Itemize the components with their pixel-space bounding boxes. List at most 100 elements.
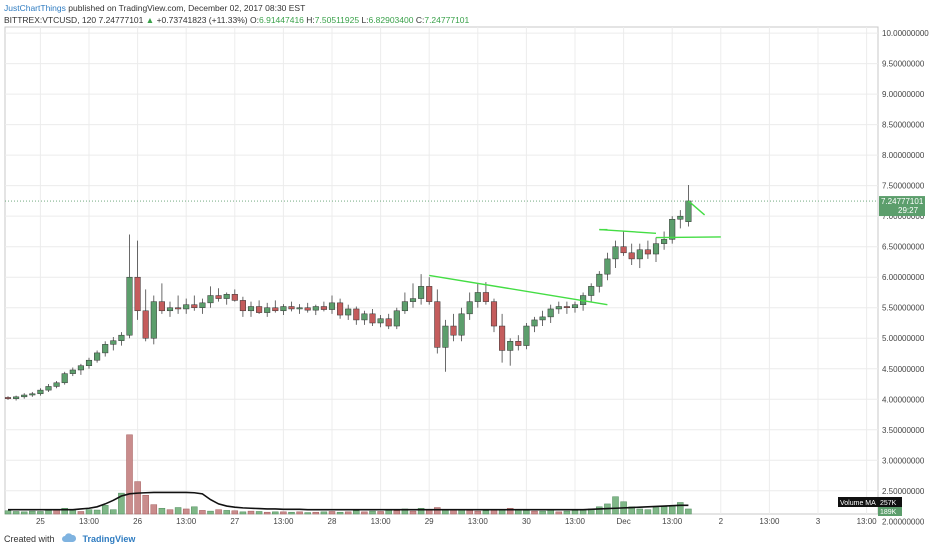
candle-body [4, 397, 12, 399]
volume-bar [45, 510, 52, 515]
candle-body [474, 292, 481, 302]
volume-bar [668, 505, 676, 515]
volume-bar [231, 510, 239, 515]
y-tick-label: 3.00000000 [882, 456, 925, 465]
volume-bar [685, 508, 692, 515]
trendline [655, 236, 721, 239]
created-with-label: Created with [4, 534, 55, 544]
tradingview-brand[interactable]: TradingView [82, 534, 136, 544]
candle-body [507, 341, 514, 351]
volume-bar [288, 511, 295, 515]
candle-body [126, 276, 133, 336]
volume-bar [207, 510, 214, 515]
volume-bar [118, 492, 125, 515]
candle-body [523, 325, 530, 346]
x-tick-label: 13:00 [273, 517, 294, 526]
y-tick-label: 10.00000000 [882, 29, 929, 38]
volume-bar [652, 507, 660, 515]
candle-body [482, 292, 489, 302]
candle-body [458, 313, 465, 336]
volume-bar [134, 481, 141, 515]
candle-body [175, 307, 182, 310]
candle-body [353, 308, 360, 321]
volume-bar [393, 510, 401, 515]
x-tick-label: 30 [522, 517, 531, 526]
volume-bar [263, 511, 271, 515]
candle-body [102, 344, 109, 354]
x-tick-label: 13:00 [468, 517, 489, 526]
candle-body [442, 325, 449, 348]
change-value: +0.73741823 (+11.33%) [156, 15, 248, 25]
y-tick-label: 7.00000000 [882, 212, 925, 221]
y-tick-label: 8.50000000 [882, 121, 925, 130]
volume-bar [158, 507, 166, 515]
volume-bar [280, 511, 287, 515]
volume-ma-line [8, 491, 689, 511]
volume-bar [523, 510, 530, 515]
cloud-logo-icon [61, 533, 77, 545]
y-tick-label: 9.50000000 [882, 60, 925, 69]
candle-body [620, 246, 627, 254]
author-link[interactable]: JustChartThings [4, 3, 66, 13]
volume-value-badge [878, 507, 902, 516]
volume-bar [612, 496, 619, 515]
volume-bar [660, 506, 668, 515]
volume-bar [320, 511, 328, 515]
candle-body [547, 308, 554, 318]
candle-body [191, 304, 198, 308]
candle-body [142, 310, 149, 339]
x-tick-label: Dec [616, 517, 630, 526]
open-label: O: [250, 15, 259, 25]
countdown-label: 29:27 [898, 206, 919, 215]
candle-body [499, 325, 506, 351]
volume-bar [409, 510, 417, 515]
volume-bar [215, 509, 222, 515]
low-value: 6.82903400 [368, 15, 414, 25]
volume-bar [328, 511, 336, 515]
x-tick-label: 13:00 [662, 517, 683, 526]
volume-bar [490, 509, 498, 515]
volume-bar [77, 511, 85, 515]
volume-ma-badge [838, 497, 878, 507]
volume-bar [385, 510, 392, 515]
symbol-label: BITTREX:VTCUSD, 120 [4, 15, 97, 25]
volume-bar [417, 507, 425, 515]
candle-body [571, 304, 579, 308]
volume-bar [336, 511, 344, 515]
candle-body [29, 393, 36, 396]
x-tick-label: 13:00 [371, 517, 392, 526]
candle-body [296, 307, 303, 310]
volume-bar [191, 506, 198, 515]
volume-bar [37, 511, 44, 515]
volume-bar [644, 509, 652, 515]
candle-body [644, 249, 651, 255]
candle-body [337, 302, 344, 316]
volume-bar [29, 510, 36, 515]
volume-bar [12, 511, 20, 515]
volume-bar [555, 511, 563, 515]
volume-bar [239, 511, 247, 515]
last-price-label: 7.24777101 [881, 197, 924, 206]
candle-body [110, 340, 117, 345]
volume-bar [571, 510, 579, 515]
x-tick-label: 27 [230, 517, 239, 526]
candle-body [490, 301, 498, 327]
candle-body [385, 318, 392, 327]
x-tick-label: 29 [425, 517, 434, 526]
candle-body [409, 298, 417, 302]
volume-bar [677, 502, 684, 515]
y-tick-label: 5.00000000 [882, 334, 925, 343]
candle-body [563, 306, 570, 308]
chart-header: JustChartThings published on TradingView… [4, 2, 904, 26]
x-tick-label: 13:00 [176, 517, 197, 526]
volume-bar [174, 507, 182, 515]
y-tick-label: 4.00000000 [882, 395, 925, 404]
header-row-1: JustChartThings published on TradingView… [4, 2, 904, 14]
candle-body [377, 318, 384, 324]
last-price: 7.24777101 [98, 15, 144, 25]
volume-bar [150, 504, 158, 515]
volume-bar [272, 511, 279, 515]
high-label: H: [306, 15, 315, 25]
candle-body [328, 302, 336, 310]
